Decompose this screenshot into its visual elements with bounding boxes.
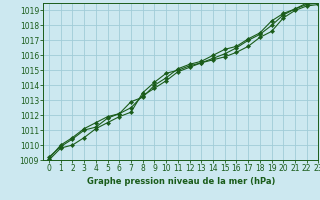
X-axis label: Graphe pression niveau de la mer (hPa): Graphe pression niveau de la mer (hPa) (87, 177, 275, 186)
